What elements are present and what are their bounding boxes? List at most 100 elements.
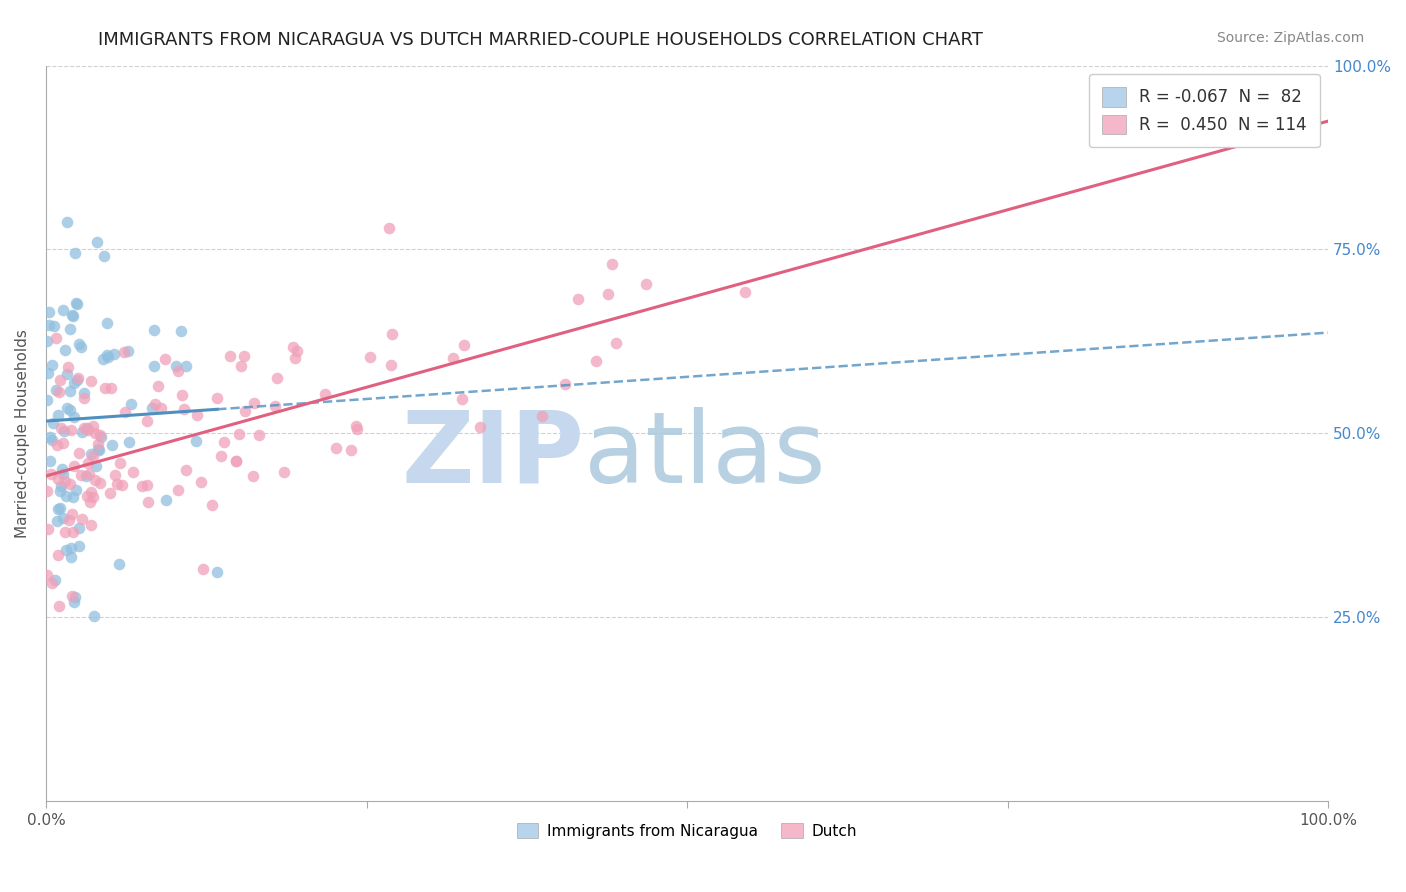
Point <box>67 521 90 535</box>
Point <box>734 285 756 299</box>
Point <box>103 347 125 361</box>
Point <box>51 478 73 492</box>
Point <box>105 477 128 491</box>
Point <box>55 489 77 503</box>
Point <box>66 373 89 387</box>
Point <box>135 414 157 428</box>
Point <box>63 410 86 425</box>
Point <box>97 350 120 364</box>
Point <box>39 454 62 468</box>
Point <box>59 384 82 398</box>
Point <box>340 442 363 457</box>
Point <box>567 292 589 306</box>
Point <box>380 358 402 372</box>
Point <box>46 437 69 451</box>
Point <box>62 595 84 609</box>
Point <box>82 419 104 434</box>
Point <box>37 522 59 536</box>
Point <box>55 543 77 558</box>
Point <box>67 337 90 351</box>
Point <box>76 490 98 504</box>
Point <box>89 428 111 442</box>
Point <box>554 376 576 391</box>
Point <box>378 221 401 235</box>
Point <box>37 366 59 380</box>
Point <box>59 541 82 555</box>
Point <box>46 408 69 422</box>
Point <box>150 401 173 416</box>
Point <box>266 370 288 384</box>
Point <box>112 344 135 359</box>
Point <box>38 305 60 319</box>
Point <box>207 565 229 579</box>
Point <box>170 388 193 402</box>
Point <box>191 561 214 575</box>
Point <box>205 391 228 405</box>
Point <box>219 349 242 363</box>
Point <box>100 381 122 395</box>
Point <box>344 419 367 434</box>
Point <box>63 246 86 260</box>
Point <box>242 469 264 483</box>
Point <box>51 467 73 481</box>
Point <box>89 475 111 490</box>
Point <box>76 421 98 435</box>
Point <box>131 479 153 493</box>
Point <box>605 335 627 350</box>
Point <box>51 461 73 475</box>
Point <box>153 352 176 367</box>
Point <box>65 483 87 497</box>
Point <box>60 507 83 521</box>
Point <box>94 381 117 395</box>
Point <box>209 449 232 463</box>
Point <box>49 483 72 498</box>
Point <box>441 351 464 366</box>
Point <box>325 441 347 455</box>
Point <box>48 599 70 614</box>
Point <box>82 490 104 504</box>
Point <box>186 408 208 422</box>
Point <box>59 322 82 336</box>
Point <box>73 421 96 435</box>
Point <box>41 575 63 590</box>
Point <box>55 215 77 229</box>
Point <box>108 456 131 470</box>
Point <box>98 486 121 500</box>
Point <box>228 427 250 442</box>
Point <box>72 392 94 406</box>
Point <box>86 235 108 250</box>
Point <box>59 423 82 437</box>
Point <box>59 549 82 564</box>
Point <box>77 467 100 482</box>
Point <box>59 477 82 491</box>
Point <box>49 500 72 515</box>
Point <box>451 392 474 406</box>
Point <box>56 359 79 374</box>
Point <box>46 501 69 516</box>
Point <box>114 405 136 419</box>
Point <box>212 435 235 450</box>
Point <box>51 511 73 525</box>
Point <box>75 469 97 483</box>
Point <box>585 353 607 368</box>
Point <box>86 442 108 456</box>
Point <box>60 308 83 322</box>
Text: IMMIGRANTS FROM NICARAGUA VS DUTCH MARRIED-COUPLE HOUSEHOLDS CORRELATION CHART: IMMIGRANTS FROM NICARAGUA VS DUTCH MARRI… <box>98 31 983 49</box>
Point <box>190 475 212 489</box>
Point <box>41 417 63 431</box>
Point <box>104 468 127 483</box>
Point <box>58 513 80 527</box>
Point <box>60 589 83 603</box>
Point <box>49 373 72 387</box>
Point <box>167 483 190 498</box>
Point <box>82 449 104 463</box>
Point <box>41 358 63 372</box>
Point <box>225 453 247 467</box>
Point <box>598 287 620 301</box>
Point <box>242 396 264 410</box>
Point <box>67 446 90 460</box>
Point <box>453 338 475 352</box>
Point <box>59 403 82 417</box>
Point <box>79 495 101 509</box>
Point <box>45 383 67 397</box>
